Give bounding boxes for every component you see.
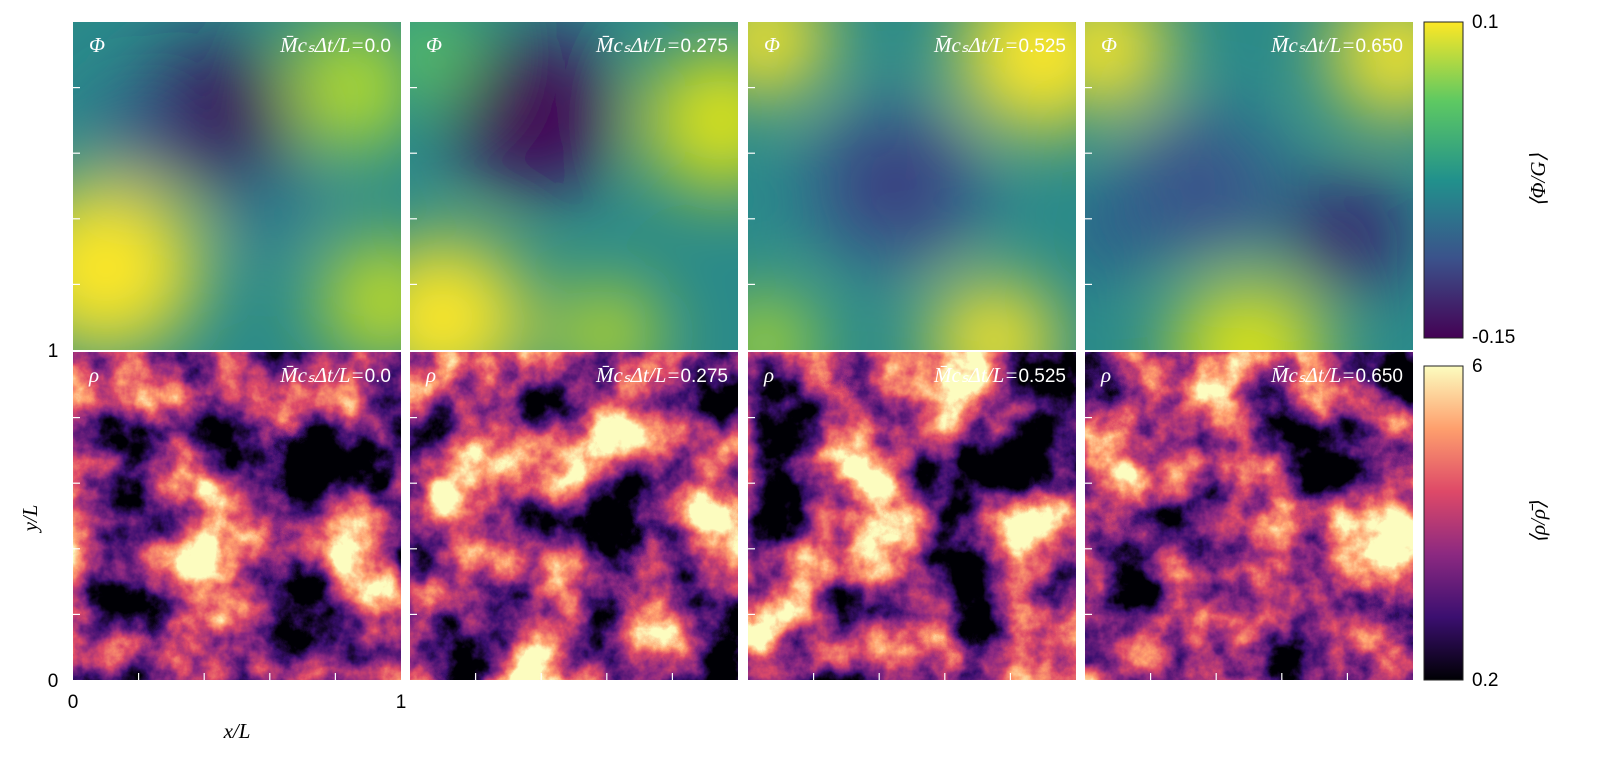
panel-time-label: M̄cₛΔt/L=0.0 <box>279 33 391 57</box>
panel-time-label: M̄cₛΔt/L=0.0 <box>279 363 391 387</box>
y-axis-label: y/L <box>18 505 42 534</box>
time-value: 0.275 <box>680 36 728 57</box>
phi-blob <box>852 140 939 219</box>
panel-symbol: Φ <box>426 33 442 57</box>
time-value: 0.650 <box>1355 36 1403 57</box>
panel-symbol: ρ <box>88 363 99 387</box>
panel-symbol: ρ <box>763 363 774 387</box>
phi-field <box>748 22 1076 350</box>
panel-time-label: M̄cₛΔt/L=0.525 <box>933 33 1066 57</box>
rho-field <box>73 352 401 680</box>
phi-blob <box>410 22 478 103</box>
rho-field <box>1085 352 1413 680</box>
phi-blob <box>1085 203 1136 267</box>
time-prefix: M̄cₛΔt/L= <box>595 363 681 387</box>
panel-time-label: M̄cₛΔt/L=0.275 <box>595 33 728 57</box>
x-axis-label: x/L <box>223 719 251 743</box>
time-value: 0.0 <box>365 36 391 57</box>
panel-symbol: ρ <box>425 363 436 387</box>
panel-symbol: Φ <box>1101 33 1117 57</box>
phi-blob <box>95 97 182 177</box>
time-value: 0.525 <box>1018 36 1066 57</box>
phi-panel <box>748 22 1076 350</box>
phi-blob <box>1123 115 1277 257</box>
panel-symbol: Φ <box>764 33 780 57</box>
colorbar-label: ⟨Φ/G⟩ <box>1526 153 1550 206</box>
phi-blob <box>143 42 298 185</box>
phi-blob <box>748 296 816 350</box>
phi-blob <box>1328 22 1413 118</box>
panel-time-label: M̄cₛΔt/L=0.525 <box>933 363 1066 387</box>
time-prefix: M̄cₛΔt/L= <box>933 33 1019 57</box>
panel-time-label: M̄cₛΔt/L=0.275 <box>595 363 728 387</box>
time-prefix: M̄cₛΔt/L= <box>279 33 365 57</box>
phi-blob <box>483 66 586 162</box>
colorbar-tick: 6 <box>1472 356 1483 377</box>
time-value: 0.650 <box>1355 366 1403 387</box>
phi-blob <box>227 163 313 242</box>
phi-blob <box>555 286 658 350</box>
phi-blob <box>748 22 829 98</box>
y-tick-label: 1 <box>48 341 59 362</box>
time-value: 0.525 <box>1018 366 1066 387</box>
phi-blob <box>1172 279 1326 350</box>
time-value: 0.275 <box>680 366 728 387</box>
phi-blob <box>410 238 529 350</box>
panel-symbol: Φ <box>89 33 105 57</box>
phi-field <box>1085 22 1413 350</box>
rho-field <box>748 352 1076 680</box>
phi-blob <box>283 24 401 151</box>
time-prefix: M̄cₛΔt/L= <box>1270 363 1356 387</box>
x-tick-label: 0 <box>68 692 79 713</box>
phi-blob <box>1085 22 1170 112</box>
phi-blob <box>1287 180 1408 291</box>
time-prefix: M̄cₛΔt/L= <box>933 363 1019 387</box>
rho-field <box>410 352 738 680</box>
panel-symbol: ρ <box>1100 363 1111 387</box>
phi-field <box>73 24 401 350</box>
time-value: 0.0 <box>365 366 391 387</box>
phi-blob <box>644 49 738 192</box>
y-tick-label: 0 <box>48 671 59 692</box>
colorbar-label: ⟨ρ/ρ̄⟩ <box>1526 501 1550 543</box>
time-prefix: M̄cₛΔt/L= <box>279 363 365 387</box>
phi-blob <box>930 281 1058 350</box>
time-prefix: M̄cₛΔt/L= <box>1270 33 1356 57</box>
colorbar-tick: 0.2 <box>1472 670 1498 691</box>
phi-panel <box>73 22 401 350</box>
colorbar-phi <box>1423 21 1464 339</box>
phi-field <box>410 22 738 350</box>
colorbar-tick: 0.1 <box>1472 12 1498 33</box>
phi-panel <box>410 22 738 350</box>
panel-time-label: M̄cₛΔt/L=0.650 <box>1270 363 1403 387</box>
colorbar-rho <box>1423 365 1464 681</box>
panel-time-label: M̄cₛΔt/L=0.650 <box>1270 33 1403 57</box>
time-prefix: M̄cₛΔt/L= <box>595 33 681 57</box>
phi-blob <box>957 22 1076 134</box>
phi-blob <box>320 241 401 350</box>
x-tick-label: 1 <box>396 692 407 713</box>
phi-panel <box>1085 22 1413 350</box>
phi-blob <box>73 181 200 350</box>
colorbar-tick: -0.15 <box>1472 327 1515 348</box>
